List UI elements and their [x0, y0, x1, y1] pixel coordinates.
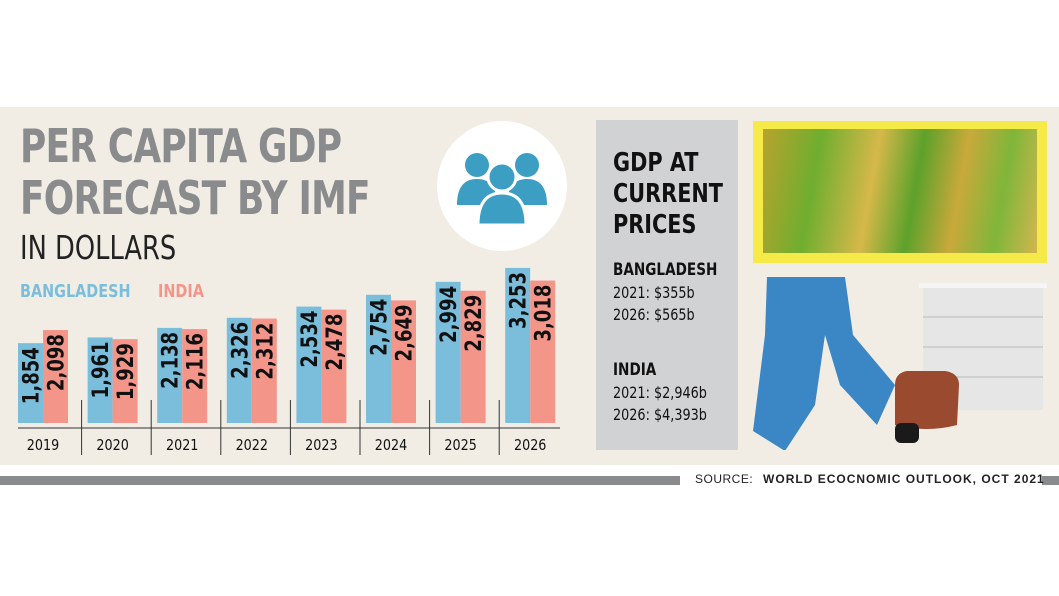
chart-subtitle: IN DOLLARS: [20, 228, 177, 267]
legend-bangladesh: BANGLADESH: [20, 281, 131, 302]
data-label: 2,138: [157, 332, 183, 389]
panel-india-label: INDIA: [613, 360, 657, 380]
bar-bangladesh-2026: [505, 267, 531, 423]
bar-india-2022: [251, 318, 277, 423]
data-label: 1,929: [112, 343, 138, 400]
bar-india-2025: [460, 290, 486, 423]
data-label: 2,649: [391, 304, 417, 361]
data-label: 2,312: [252, 323, 278, 380]
x-tick-label: 2025: [444, 437, 476, 454]
bar-bangladesh-2019: [18, 343, 43, 423]
bar-india-2021: [182, 329, 208, 423]
panel-india-2021: 2021: $2,946b: [613, 383, 707, 402]
shoes-image: [895, 423, 919, 443]
data-label: 2,326: [227, 322, 253, 379]
products-image: [753, 277, 1047, 450]
data-label: 2,754: [366, 299, 392, 356]
bar-bangladesh-2023: [296, 306, 322, 423]
bar-india-2026: [530, 280, 556, 423]
rice-photo: [763, 129, 1037, 253]
data-label: 2,829: [460, 295, 486, 352]
x-tick-label: 2021: [166, 437, 198, 454]
panel-title-line: GDP AT: [613, 148, 699, 178]
panel-bangladesh-label: BANGLADESH: [613, 260, 718, 280]
chart-title: PER CAPITA GDP FORECAST BY IMF: [20, 119, 371, 225]
source-label: SOURCE:: [695, 472, 754, 486]
data-label: 2,116: [182, 333, 208, 390]
x-tick-label: 2019: [27, 437, 59, 454]
x-tick-label: 2022: [236, 437, 268, 454]
data-label: 2,994: [435, 286, 461, 343]
source-divider-right: [1042, 476, 1059, 485]
panel-bangladesh-2021: 2021: $355b: [613, 283, 695, 302]
bar-bangladesh-2025: [435, 281, 461, 423]
people-group-icon: [457, 153, 547, 227]
gdp-panel: GDP AT CURRENT PRICES BANGLADESH 2021: $…: [596, 120, 738, 450]
data-label: 1,961: [87, 341, 113, 398]
data-label: 3,018: [530, 285, 556, 342]
data-label: 2,534: [296, 311, 322, 368]
legend-india: INDIA: [158, 281, 204, 302]
panel-india-2026: 2026: $4,393b: [613, 405, 707, 424]
people-icon-circle: [437, 121, 567, 251]
bar-india-2019: [43, 330, 68, 423]
data-label: 2,098: [43, 334, 69, 391]
source-text: WORLD ECOCNOMIC OUTLOOK, OCT 2021: [763, 472, 1045, 486]
x-tick-label: 2026: [514, 437, 546, 454]
title-line-2: FORECAST BY IMF: [20, 171, 371, 225]
bar-bangladesh-2024: [366, 294, 391, 423]
data-label: 3,253: [505, 272, 531, 329]
bar-india-2024: [391, 300, 416, 423]
bag-image: [895, 371, 959, 429]
panel-title-line: CURRENT: [613, 179, 723, 209]
data-label: 1,854: [18, 347, 44, 404]
rice-image: [753, 121, 1047, 263]
panel-title: GDP AT CURRENT PRICES: [613, 148, 723, 241]
x-tick-label: 2024: [375, 437, 408, 454]
bar-bangladesh-2022: [226, 317, 252, 423]
x-tick-label: 2023: [305, 437, 337, 454]
x-tick-label: 2020: [96, 437, 128, 454]
title-line-1: PER CAPITA GDP: [20, 119, 342, 173]
bar-india-2023: [321, 309, 347, 423]
jeans-image: [753, 277, 895, 450]
source-divider: [0, 476, 680, 485]
bar-india-2020: [112, 339, 138, 423]
bar-bangladesh-2021: [157, 327, 183, 423]
panel-bangladesh-2026: 2026: $565b: [613, 305, 695, 324]
source-note: SOURCE: WORLD ECOCNOMIC OUTLOOK, OCT 202…: [695, 472, 1045, 486]
data-label: 2,478: [321, 314, 347, 371]
bar-bangladesh-2020: [87, 337, 113, 423]
panel-title-line: PRICES: [613, 210, 697, 240]
